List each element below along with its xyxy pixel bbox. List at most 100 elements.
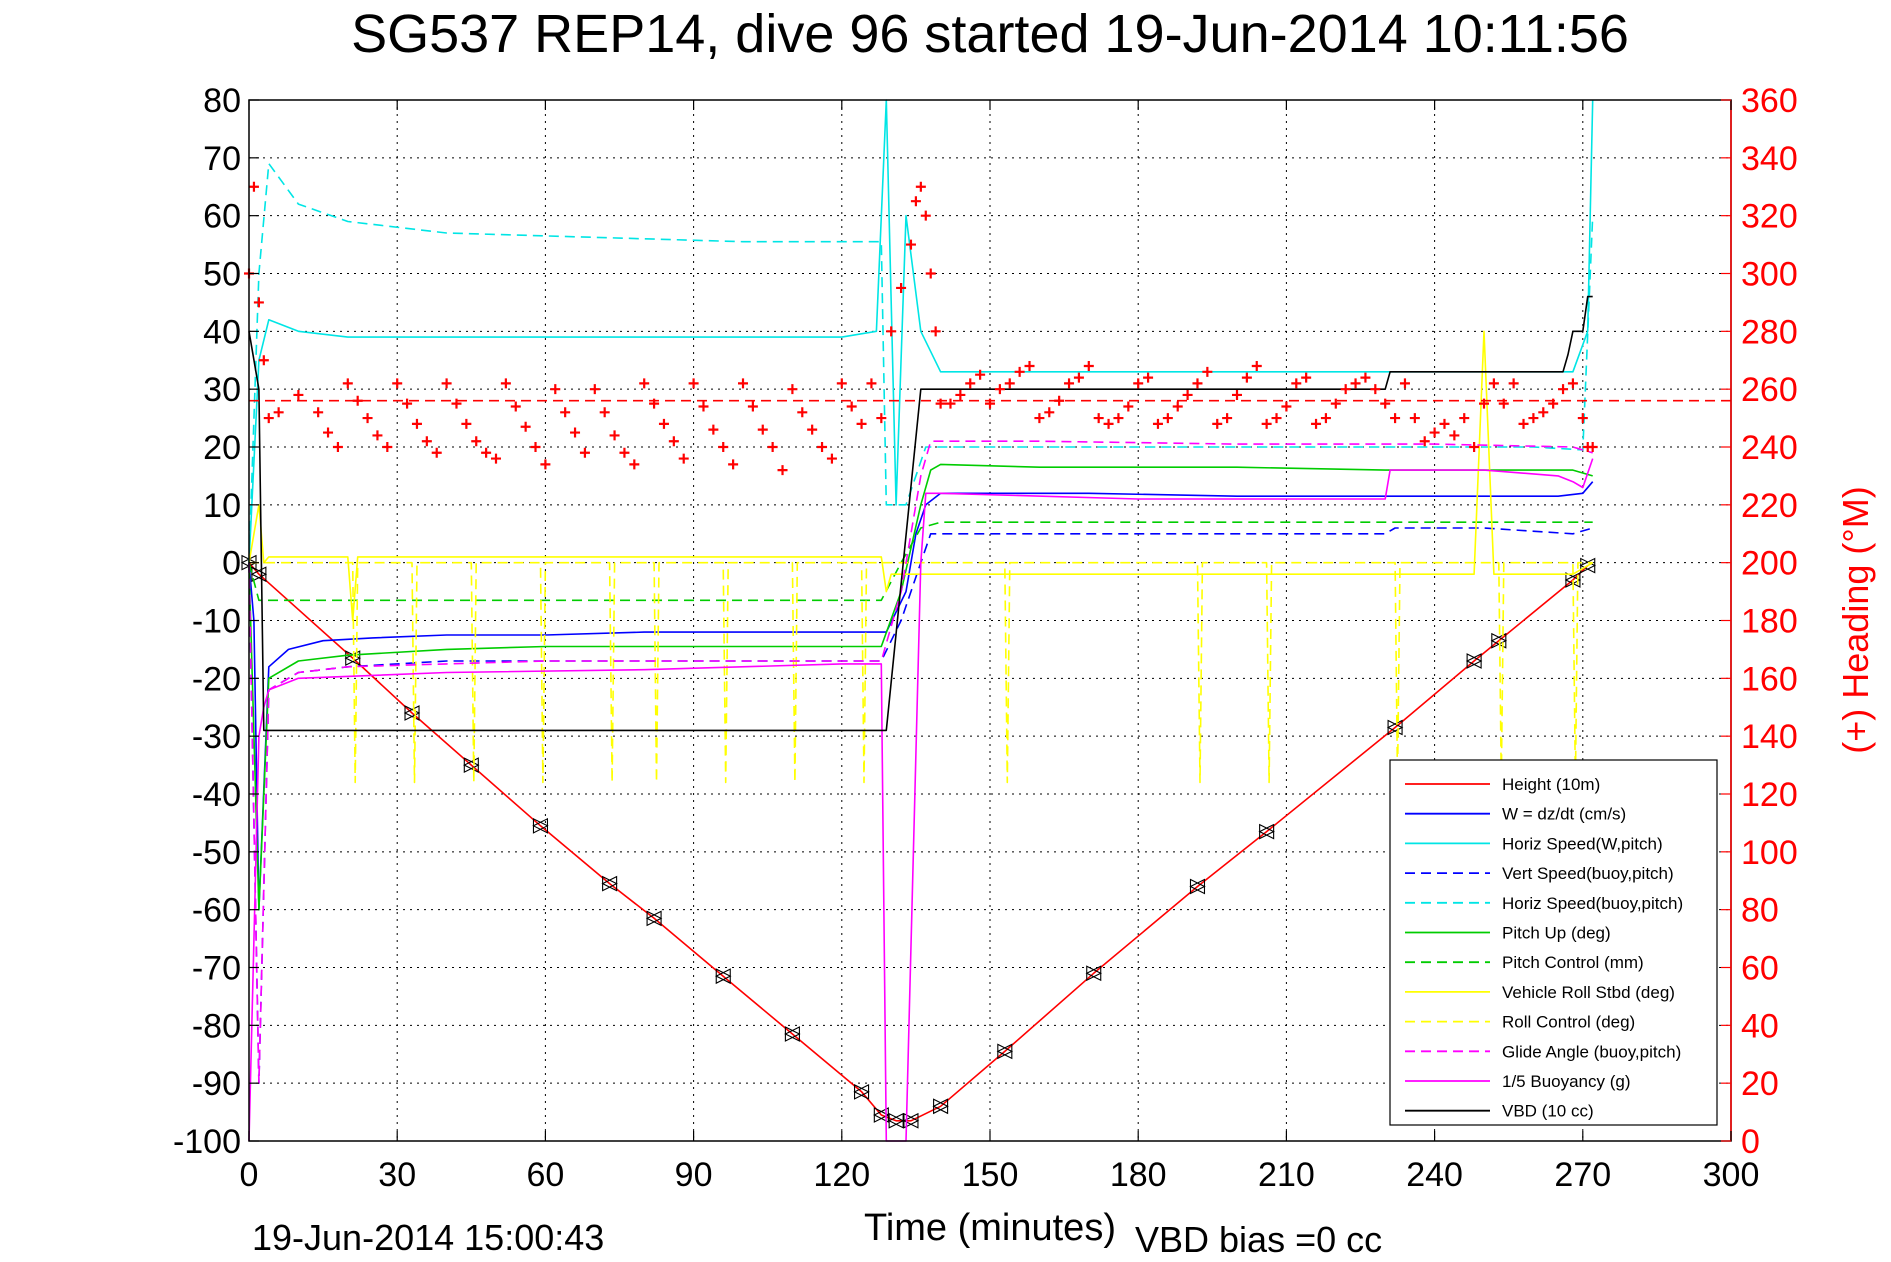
height-marker-left [902,1112,919,1129]
heading-point [1538,407,1549,418]
heading-point [1390,413,1401,424]
heading-point [1251,361,1262,372]
height-marker-left [1085,965,1102,982]
heading-point [1479,398,1489,409]
heading-point [323,427,334,438]
heading-point [1518,418,1529,429]
heading-point [530,442,541,452]
heading-point [1459,413,1470,424]
height-marker-left [996,1043,1013,1060]
heading-point [1469,442,1480,452]
heading-point [639,378,650,389]
series-line-horiz-speed-w-pitch [248,99,1594,563]
heading-point [836,378,847,389]
heading-point [372,430,383,441]
heading-point [975,369,986,380]
height-marker-left [853,1083,870,1100]
legend-label-horiz-speed-w-pitch: Horiz Speed(W,pitch) [1502,834,1663,853]
heading-point [1222,413,1233,424]
heading-point [1360,372,1371,383]
heading-point [550,384,561,395]
heading-point [510,401,521,412]
heading-point [540,459,551,470]
y-tick-label: -40 [192,776,241,814]
heading-point [1083,361,1094,372]
heading-point [896,282,907,293]
heading-point [1567,378,1578,389]
heading-point [1419,436,1430,447]
heading-point [965,378,976,389]
height-marker-left [1490,632,1507,649]
y-tick-label: -20 [192,660,241,698]
y-tick-label: -100 [173,1123,241,1161]
heading-point [1123,401,1134,412]
heading-point [313,407,324,418]
heading-point [1202,366,1213,377]
height-marker-left [1189,878,1206,895]
heading-point [392,378,403,389]
y2-tick-label: 60 [1741,950,1779,988]
height-marker-left [1258,823,1275,840]
legend: Height (10m) W = dz/dt (cm/s) Horiz Speed(… [1389,759,1718,1126]
footer-timestamp: 19-Jun-2014 15:00:43 [252,1217,604,1258]
heading-point [1034,413,1045,424]
y2-tick-label: 240 [1741,429,1798,467]
y2-tick-label: 200 [1741,545,1798,583]
series-line-1-5-buoyancy-g [248,458,1594,1142]
height-marker-left [601,875,618,892]
heading-point [1587,442,1598,452]
y2-tick-label: 80 [1741,892,1779,930]
height-marker-left [403,705,420,721]
heading-point [1350,378,1361,389]
series-layer [240,99,1731,1142]
heading-point [1449,430,1460,441]
heading-point [1143,372,1154,383]
heading-point [1528,413,1539,424]
heading-point [1192,378,1203,389]
heading-point [248,181,259,192]
y-tick-label: -50 [192,834,241,872]
heading-point [817,442,828,452]
x-tick-label: 30 [378,1156,416,1194]
heading-point [955,389,966,400]
heading-point [1054,395,1065,406]
heading-point [1370,384,1381,395]
series-line-horiz-speed-buoy-pitch [248,162,1594,563]
legend-label-vert-speed-buoy-pitch: Vert Speed(buoy,pitch) [1502,864,1674,883]
legend-label-w-dz-dt-cm-s: W = dz/dt (cm/s) [1502,805,1626,824]
heading-point [362,413,373,424]
x-tick-label: 0 [240,1156,259,1194]
height-marker-left [873,1107,889,1123]
ticks-layer: 0 30 60 90 120 150 180 210 240 270 300807060504030… [173,82,1798,1194]
heading-point [560,407,571,418]
heading-point [866,378,877,389]
legend-label-glide-angle-buoy-pitch: Glide Angle (buoy,pitch) [1502,1042,1681,1061]
heading-point [1152,418,1163,429]
heading-point [910,196,921,207]
height-marker-left [532,817,549,834]
heading-point [1212,418,1223,429]
heading-point [500,378,511,389]
height-marker-left [1579,557,1596,574]
heading-point [1558,384,1569,395]
y2-tick-label: 40 [1741,1007,1779,1045]
y-tick-label: -80 [192,1007,241,1045]
heading-point [1429,427,1440,438]
y-tick-label: 0 [222,545,241,583]
heading-point [1399,378,1410,389]
x-tick-label: 180 [1110,1156,1167,1194]
heading-point [787,384,798,395]
heading-point [1409,413,1420,424]
heading-point [856,418,867,429]
legend-label-pitch-up-deg: Pitch Up (deg) [1502,924,1611,943]
heading-point [1380,398,1391,409]
footer-vbd-bias: VBD bias =0 cc [1135,1219,1382,1260]
y2-tick-label: 340 [1741,140,1798,178]
heading-point [431,447,442,458]
heading-point [1340,384,1351,395]
legend-label-pitch-control-mm: Pitch Control (mm) [1502,953,1644,972]
heading-point [253,297,264,308]
heading-point [1301,372,1312,383]
heading-point [481,447,492,458]
heading-point [1004,378,1015,389]
